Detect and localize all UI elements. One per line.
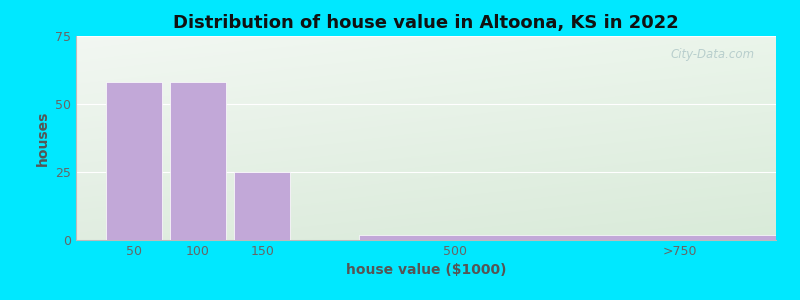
Bar <box>358 235 776 240</box>
X-axis label: house value ($1000): house value ($1000) <box>346 263 506 278</box>
Text: City-Data.com: City-Data.com <box>671 48 755 61</box>
Bar <box>234 172 290 240</box>
Bar <box>170 82 226 240</box>
Bar <box>106 82 162 240</box>
Title: Distribution of house value in Altoona, KS in 2022: Distribution of house value in Altoona, … <box>173 14 679 32</box>
Y-axis label: houses: houses <box>35 110 50 166</box>
